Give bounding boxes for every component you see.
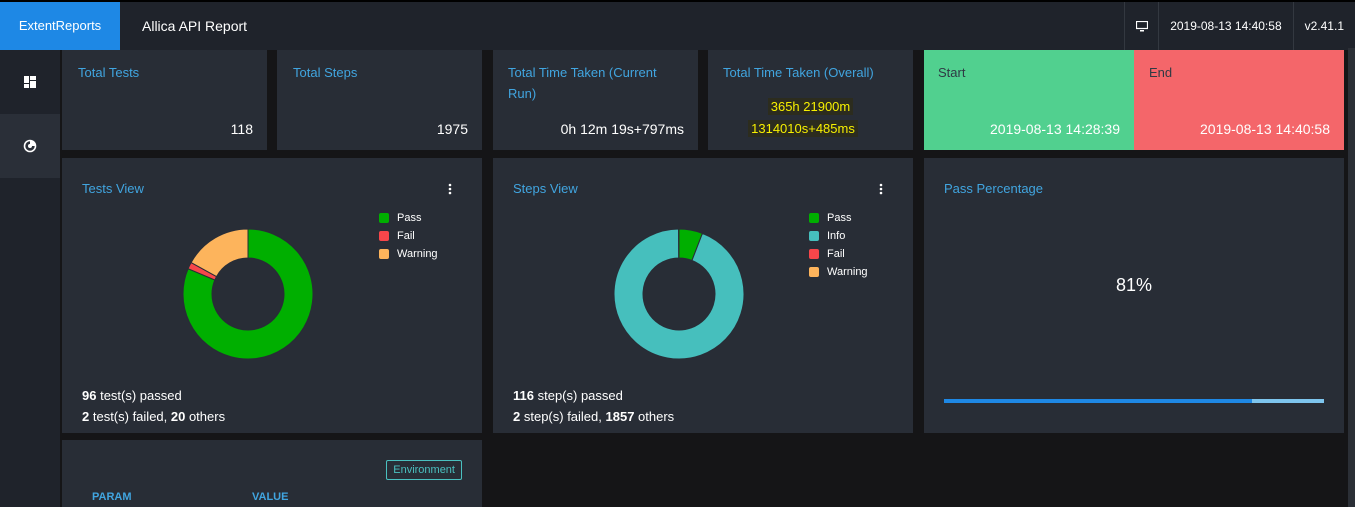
steps-summary-failed: 2 step(s) failed, 1857 others bbox=[513, 409, 675, 424]
legend-item-pass: Pass bbox=[379, 209, 438, 227]
pass-percentage-card: Pass Percentage 81% bbox=[924, 158, 1344, 433]
legend-item-fail: Fail bbox=[379, 227, 438, 245]
tests-donut-chart bbox=[182, 228, 314, 360]
scrollbar[interactable] bbox=[1348, 48, 1355, 507]
time-current-card: Total Time Taken (Current Run) 0h 12m 19… bbox=[493, 50, 698, 150]
more-options-icon[interactable] bbox=[447, 182, 453, 196]
steps-summary-passed: 116 step(s) passed bbox=[513, 388, 623, 403]
steps-legend: Pass Info Fail Warning bbox=[809, 209, 868, 281]
legend-item-pass: Pass bbox=[809, 209, 868, 227]
end-card: End 2019-08-13 14:40:58 bbox=[1134, 50, 1344, 150]
pass-progress-fill bbox=[944, 399, 1252, 403]
legend-item-warning: Warning bbox=[809, 263, 868, 281]
sidebar-item-dashboard[interactable] bbox=[0, 50, 60, 114]
tests-summary-passed: 96 test(s) passed bbox=[82, 388, 182, 403]
chart-icon bbox=[23, 139, 37, 153]
sidebar-item-analytics[interactable] bbox=[0, 114, 60, 178]
more-options-icon[interactable] bbox=[878, 182, 884, 196]
time-overall-card: Total Time Taken (Overall) 365h 21900m 1… bbox=[708, 50, 913, 150]
legend-item-info: Info bbox=[809, 227, 868, 245]
sidebar bbox=[0, 50, 60, 507]
total-tests-card: Total Tests 118 bbox=[62, 50, 267, 150]
environment-badge: Environment bbox=[386, 460, 462, 480]
tests-legend: Pass Fail Warning bbox=[379, 209, 438, 263]
total-tests-value: 118 bbox=[230, 121, 253, 137]
tests-view-card: Tests View Pass Fail Warning 96 test(s) … bbox=[62, 158, 482, 433]
time-overall-seconds: 1314010s+485ms bbox=[748, 120, 858, 137]
pass-percentage-value: 81% bbox=[1115, 275, 1153, 295]
time-overall-hours: 365h 21900m bbox=[767, 98, 854, 115]
value-column-header: VALUE bbox=[252, 491, 289, 503]
end-label: End bbox=[1149, 65, 1173, 80]
total-steps-card: Total Steps 1975 bbox=[277, 50, 482, 150]
start-label: Start bbox=[938, 65, 966, 80]
pass-percentage-title: Pass Percentage bbox=[944, 181, 1044, 196]
brand-logo[interactable]: ExtentReports bbox=[0, 2, 120, 50]
total-steps-value: 1975 bbox=[436, 121, 468, 137]
top-right-info: 2019-08-13 14:40:58 v2.41.1 bbox=[1124, 2, 1355, 50]
environment-card: Environment PARAM VALUE bbox=[62, 440, 482, 507]
param-column-header: PARAM bbox=[92, 491, 132, 503]
tests-slice-pass[interactable] bbox=[182, 228, 314, 360]
steps-view-card: Steps View Pass Info Fail Warning 116 st… bbox=[493, 158, 913, 433]
end-time: 2019-08-13 14:40:58 bbox=[1200, 121, 1330, 137]
legend-item-warning: Warning bbox=[379, 245, 438, 263]
pass-progress-bar bbox=[944, 399, 1324, 403]
time-current-label: Total Time Taken (Current Run) bbox=[508, 65, 657, 101]
time-current-value: 0h 12m 19s+797ms bbox=[560, 121, 684, 137]
monitor-icon[interactable] bbox=[1124, 2, 1158, 50]
tests-summary-failed: 2 test(s) failed, 20 others bbox=[82, 409, 226, 424]
version-label: v2.41.1 bbox=[1292, 2, 1355, 50]
steps-donut-chart bbox=[613, 228, 745, 360]
time-overall-label: Total Time Taken (Overall) bbox=[723, 65, 874, 80]
dashboard-icon bbox=[24, 76, 36, 88]
steps-slice-info[interactable] bbox=[613, 228, 745, 360]
tests-view-title: Tests View bbox=[82, 181, 144, 196]
start-time: 2019-08-13 14:28:39 bbox=[990, 121, 1120, 137]
start-card: Start 2019-08-13 14:28:39 bbox=[924, 50, 1134, 150]
total-steps-label: Total Steps bbox=[293, 65, 358, 80]
top-navbar: ExtentReports Allica API Report 2019-08-… bbox=[0, 0, 1355, 50]
steps-view-title: Steps View bbox=[513, 181, 578, 196]
report-timestamp: 2019-08-13 14:40:58 bbox=[1158, 2, 1292, 50]
legend-item-fail: Fail bbox=[809, 245, 868, 263]
total-tests-label: Total Tests bbox=[78, 65, 140, 80]
tests-slice-warning[interactable] bbox=[190, 228, 249, 278]
report-title: Allica API Report bbox=[142, 18, 248, 34]
